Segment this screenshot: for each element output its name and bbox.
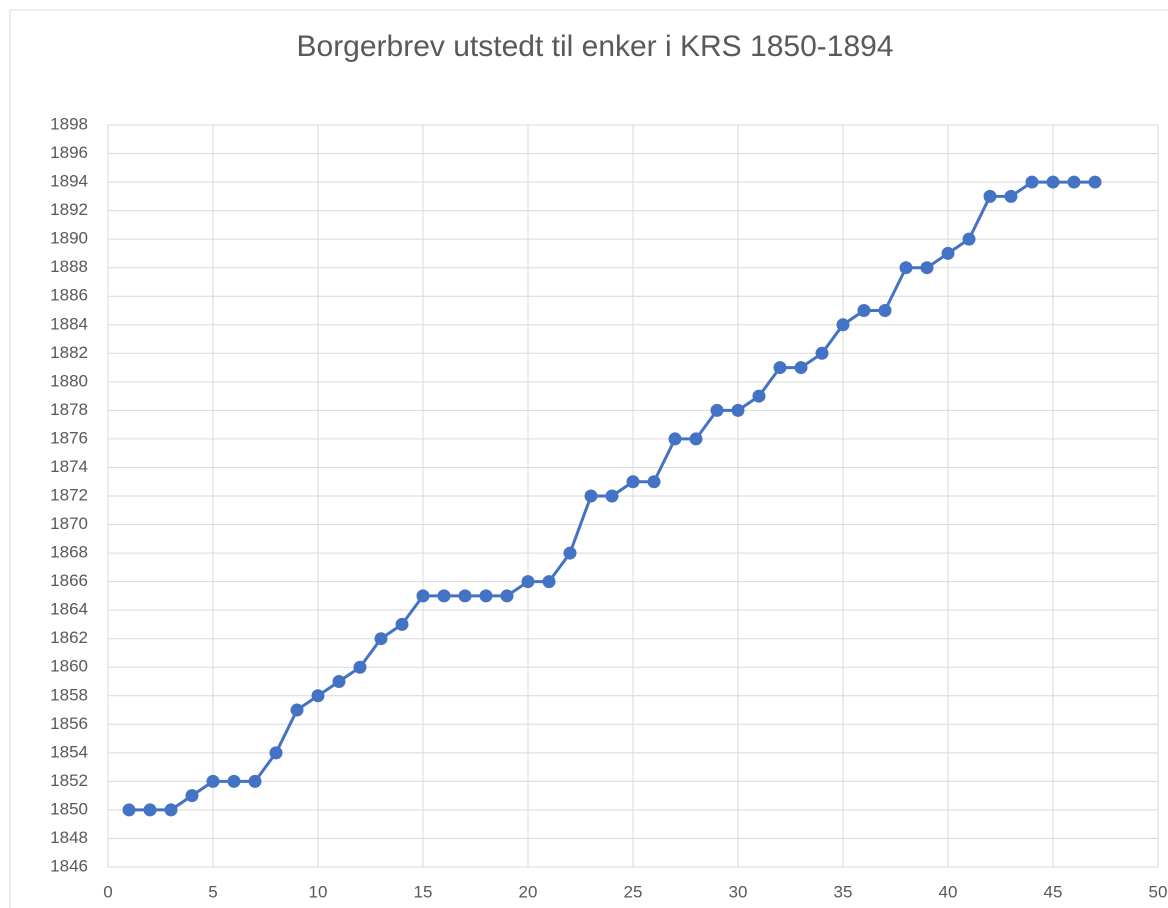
data-point — [731, 403, 745, 417]
data-point — [206, 774, 220, 788]
x-tick-label: 50 — [1149, 882, 1168, 901]
data-point — [269, 746, 283, 760]
data-point — [122, 803, 136, 817]
y-tick-label: 1874 — [50, 457, 88, 476]
data-point — [227, 774, 241, 788]
data-point — [626, 475, 640, 489]
y-tick-label: 1852 — [50, 771, 88, 790]
data-point — [143, 803, 157, 817]
data-point — [773, 361, 787, 375]
chart-title: Borgerbrev utstedt til enker i KRS 1850-… — [297, 30, 894, 63]
data-point — [248, 774, 262, 788]
data-point — [836, 318, 850, 332]
y-tick-label: 1864 — [50, 600, 88, 619]
x-tick-label: 15 — [414, 882, 433, 901]
y-tick-label: 1846 — [50, 856, 88, 875]
data-point — [899, 261, 913, 275]
data-point — [353, 660, 367, 674]
y-tick-label: 1894 — [50, 172, 88, 191]
data-point — [983, 189, 997, 203]
data-point — [563, 546, 577, 560]
data-point — [416, 589, 430, 603]
data-point — [752, 389, 766, 403]
y-tick-label: 1882 — [50, 343, 88, 362]
data-point — [584, 489, 598, 503]
data-point — [395, 617, 409, 631]
data-point — [962, 232, 976, 246]
data-point — [185, 789, 199, 803]
data-point — [941, 246, 955, 260]
x-tick-label: 45 — [1044, 882, 1063, 901]
data-point — [689, 432, 703, 446]
y-tick-label: 1854 — [50, 742, 88, 761]
data-point — [710, 403, 724, 417]
x-tick-label: 25 — [624, 882, 643, 901]
data-point — [815, 346, 829, 360]
chart-frame — [9, 9, 1168, 908]
y-tick-label: 1884 — [50, 314, 88, 333]
data-point — [500, 589, 514, 603]
data-point — [164, 803, 178, 817]
y-tick-label: 1848 — [50, 828, 88, 847]
y-tick-label: 1896 — [50, 143, 88, 162]
y-tick-label: 1888 — [50, 257, 88, 276]
x-tick-label: 30 — [729, 882, 748, 901]
x-tick-label: 35 — [834, 882, 853, 901]
y-tick-label: 1850 — [50, 799, 88, 818]
data-point — [668, 432, 682, 446]
x-tick-label: 0 — [103, 882, 112, 901]
x-tick-label: 20 — [519, 882, 538, 901]
data-point — [878, 304, 892, 317]
data-point — [542, 575, 556, 589]
y-tick-label: 1898 — [50, 114, 88, 133]
data-point — [794, 361, 808, 375]
y-tick-label: 1872 — [50, 485, 88, 504]
data-point — [920, 261, 934, 275]
y-tick-label: 1862 — [50, 628, 88, 647]
y-tick-label: 1858 — [50, 685, 88, 704]
data-point — [1088, 175, 1102, 189]
y-tick-label: 1876 — [50, 428, 88, 447]
data-point — [374, 632, 388, 646]
y-tick-label: 1886 — [50, 286, 88, 305]
y-tick-label: 1892 — [50, 200, 88, 219]
y-tick-label: 1856 — [50, 714, 88, 733]
data-point — [479, 589, 493, 603]
data-point — [605, 489, 619, 503]
data-point — [1025, 175, 1039, 189]
y-tick-label: 1866 — [50, 571, 88, 590]
y-tick-label: 1878 — [50, 400, 88, 419]
data-point — [1046, 175, 1060, 189]
y-tick-label: 1860 — [50, 657, 88, 676]
y-tick-label: 1868 — [50, 543, 88, 562]
y-tick-label: 1880 — [50, 371, 88, 390]
data-point — [290, 703, 304, 717]
data-point — [458, 589, 472, 603]
data-point — [1004, 189, 1018, 203]
x-tick-label: 10 — [309, 882, 328, 901]
data-point — [311, 689, 325, 703]
y-tick-label: 1890 — [50, 229, 88, 248]
data-point — [857, 304, 871, 317]
y-tick-label: 1870 — [50, 514, 88, 533]
data-point — [1067, 175, 1081, 189]
data-point — [332, 675, 346, 688]
x-tick-label: 5 — [208, 882, 217, 901]
data-point — [647, 475, 661, 489]
data-point — [437, 589, 451, 603]
x-tick-label: 40 — [939, 882, 958, 901]
data-point — [521, 575, 535, 589]
